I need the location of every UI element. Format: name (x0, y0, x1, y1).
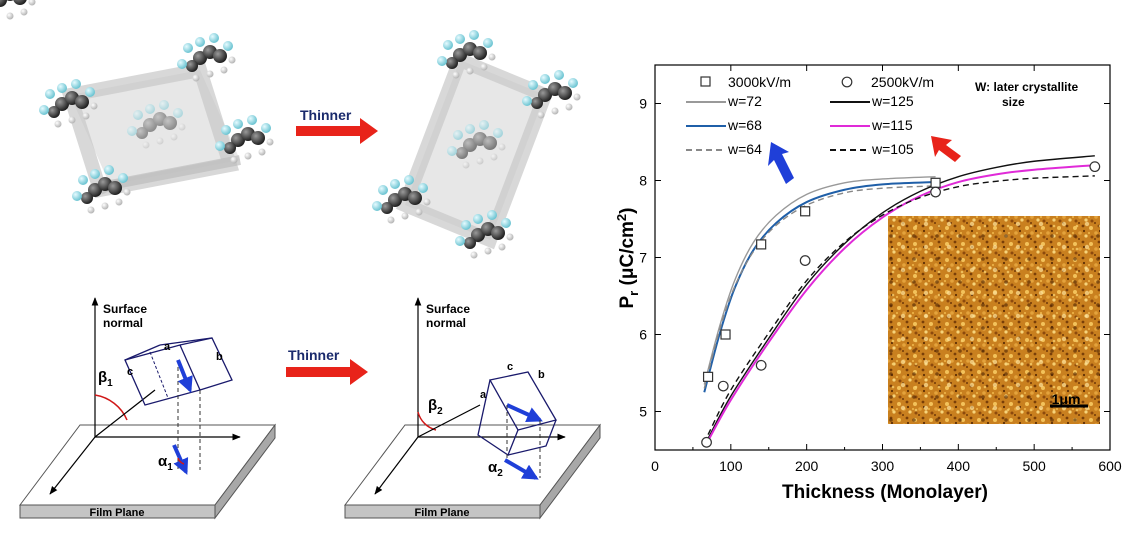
fit-line-w-105 (707, 175, 1095, 435)
orientation-diagram-thin: Film Plane Surface normal β2 c b a α2 (344, 297, 601, 520)
legend-label-2500kvm: 2500kV/m (871, 74, 934, 90)
legend-label-w-105: w=105 (871, 141, 914, 157)
y-tick-label: 6 (639, 327, 647, 343)
molecule-cell-thin (372, 30, 581, 259)
point-2500kvm (755, 359, 767, 371)
afm-inset: 1μm (888, 216, 1100, 424)
thinner-label-top: Thinner (300, 107, 352, 123)
x-tick-label: 200 (795, 458, 819, 474)
point-2500kvm (1089, 161, 1101, 173)
x-tick-label: 500 (1022, 458, 1046, 474)
surface-normal-label-right-2: normal (426, 316, 466, 330)
surface-normal-label-left: Surface (103, 302, 147, 316)
cell-c-right: c (507, 361, 513, 373)
fit-line-w-64 (703, 185, 936, 389)
fit-lines (703, 155, 1095, 442)
cell-c-left: c (127, 366, 133, 378)
data-points (701, 161, 1101, 448)
fit-line-w-115 (707, 164, 1095, 442)
alpha-2-label: α2 (488, 459, 503, 479)
film-plane-label-right: Film Plane (414, 507, 469, 519)
fit-line-w-72 (703, 175, 936, 385)
thinner-arrow-top: Thinner (296, 107, 378, 144)
point-2500kvm (930, 186, 941, 198)
cell-a-right: a (480, 389, 487, 401)
cell-b-right: b (538, 369, 545, 381)
point-3000kvm (756, 239, 767, 250)
legend-label-w-115: w=115 (871, 117, 913, 133)
fit-line-w-68 (703, 181, 936, 393)
y-axis-title: Pr (μC/cm2) (614, 207, 641, 308)
fit-line-w-125 (707, 155, 1095, 439)
point-3000kvm (702, 371, 714, 382)
cell-a-left: a (164, 341, 171, 353)
y-tick-label: 5 (639, 404, 647, 420)
legend-marker-circle (841, 76, 853, 88)
point-2500kvm (701, 436, 712, 448)
x-tick-label: 300 (871, 458, 895, 474)
molecule-cell-thick (0, 0, 274, 214)
cell-b-left: b (216, 351, 223, 363)
film-plane-label-left: Film Plane (89, 507, 144, 519)
y-tick-label: 9 (639, 96, 647, 112)
legend-label-w-125: w=125 (871, 93, 914, 109)
point-2500kvm (799, 255, 811, 266)
point-2500kvm (717, 380, 729, 392)
y-tick-label: 7 (639, 250, 647, 266)
blue-trend-arrow (768, 142, 794, 184)
red-trend-arrow (931, 136, 961, 162)
annotation-line2: size (1002, 95, 1025, 109)
legend-label-w-72: w=72 (727, 93, 762, 109)
surface-normal-label-right: Surface (426, 302, 470, 316)
point-3000kvm (930, 177, 941, 188)
thinner-label-bottom: Thinner (288, 347, 340, 363)
x-axis-title: Thickness (Monolayer) (782, 482, 988, 503)
point-3000kvm (720, 329, 731, 340)
scale-bar-label: 1μm (1052, 391, 1081, 407)
alpha-1-label: α1 (158, 453, 173, 473)
legend-label-3000kvm: 3000kV/m (728, 74, 791, 90)
thinner-arrow-bottom: Thinner (286, 347, 368, 385)
beta-2-label: β2 (428, 397, 443, 417)
y-tick-label: 8 (639, 173, 647, 189)
annotation-line1: W: later crystallite (975, 80, 1078, 94)
orientation-diagram-thick: Film Plane Surface normal β1 a b c α1 (19, 297, 276, 520)
surface-normal-label-left-2: normal (103, 316, 143, 330)
x-tick-label: 600 (1098, 458, 1122, 474)
axis-ticks: 0 100 200 300 400 500 600 5 6 7 8 9 (639, 65, 1122, 474)
legend-label-w-64: w=64 (727, 141, 762, 157)
point-3000kvm (800, 206, 811, 217)
legend-label-w-68: w=68 (727, 117, 762, 133)
legend-marker-square (700, 76, 711, 87)
legend: 3000kV/m 2500kV/m w=72 w=125 w=68 w=115 w=64 w=… (686, 74, 934, 157)
x-tick-label: 100 (719, 458, 743, 474)
beta-1-label: β1 (98, 369, 113, 389)
polarization-thickness-chart: 0 100 200 300 400 500 600 5 6 7 8 9 1μm 3000kV/m 250… (614, 64, 1122, 503)
x-tick-label: 400 (947, 458, 971, 474)
x-tick-label: 0 (651, 458, 659, 474)
